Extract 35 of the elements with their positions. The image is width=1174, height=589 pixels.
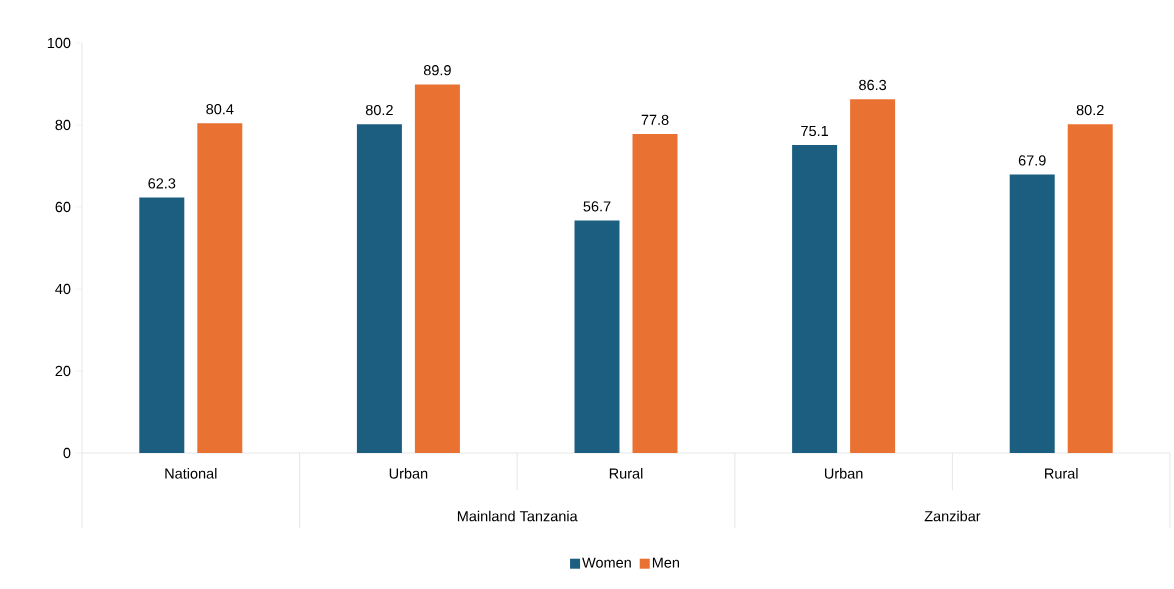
data-label: 80.2	[365, 104, 393, 116]
x-tick-label: Rural	[1045, 468, 1078, 479]
x-tick-label: National	[165, 468, 217, 479]
bar	[850, 99, 896, 453]
data-label: 75.1	[801, 125, 829, 137]
data-label: 67.9	[1018, 155, 1046, 166]
bar	[1009, 174, 1055, 453]
bar	[1067, 124, 1113, 453]
y-tick-label: 80	[55, 119, 71, 131]
data-label: 56.7	[583, 201, 611, 212]
data-label: 80.2	[1076, 104, 1104, 116]
data-label: 77.8	[641, 114, 669, 125]
x-tick-label: Rural	[609, 468, 643, 479]
bar	[139, 197, 185, 453]
y-tick-label: 100	[47, 37, 71, 49]
data-label: 62.3	[148, 178, 176, 189]
legend-label: Women	[582, 557, 631, 568]
data-label: 80.4	[206, 104, 234, 115]
bar	[574, 220, 620, 453]
data-label: 86.3	[859, 79, 887, 91]
bar	[197, 123, 243, 453]
data-label: 89.9	[423, 65, 451, 76]
bar	[356, 124, 402, 453]
x-tick-label: Urban	[389, 468, 428, 479]
bar	[792, 145, 838, 453]
y-tick-label: 60	[55, 201, 71, 213]
y-tick-label: 0	[63, 447, 71, 459]
text: Zanzibar	[924, 510, 981, 522]
text: Mainland Tanzania	[457, 510, 578, 522]
bar	[632, 134, 678, 453]
bar	[414, 84, 460, 453]
y-tick-label: 20	[55, 365, 71, 377]
x-tick-label: Urban	[824, 468, 863, 479]
y-tick-label: 40	[55, 283, 71, 295]
legend-label: Men	[652, 557, 679, 568]
